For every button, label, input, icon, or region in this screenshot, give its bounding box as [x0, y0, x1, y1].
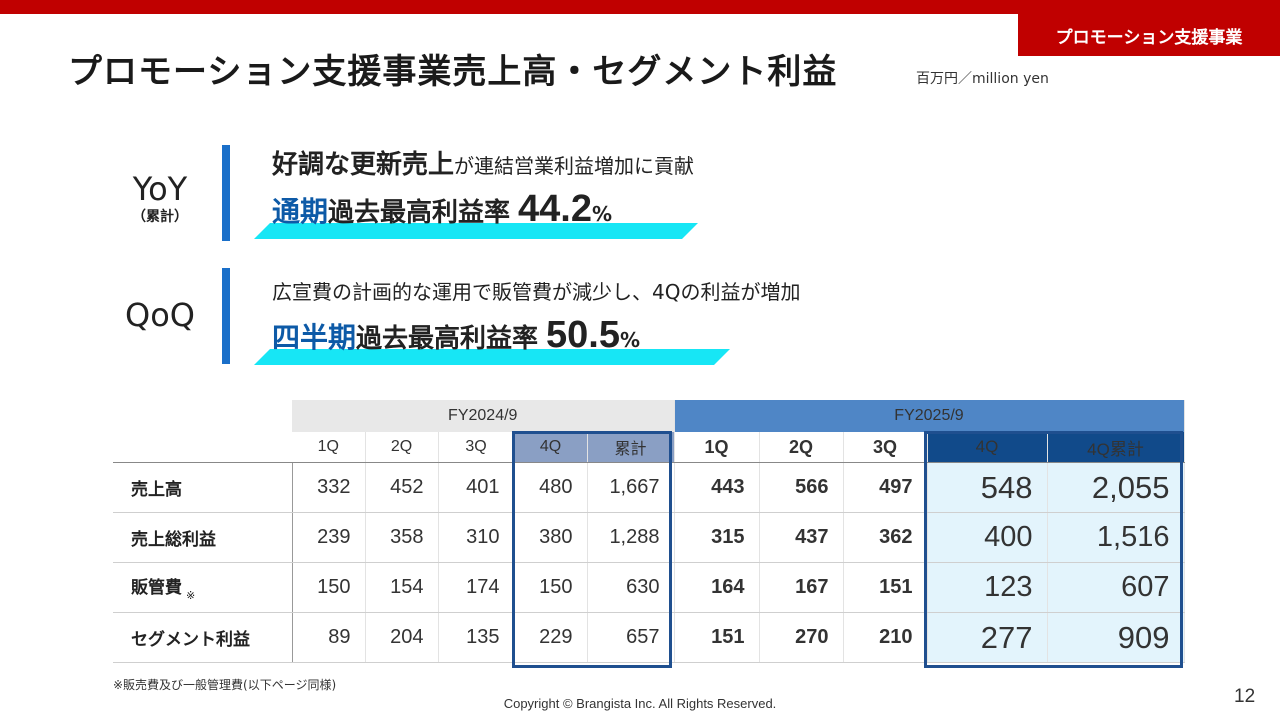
table-row: 販管費 ※ 150 154 174 150 630 164 167 151 123… [113, 562, 1185, 613]
table-cell: 204 [365, 612, 439, 663]
table-cell: 358 [365, 512, 439, 563]
table-row: 売上総利益 239 358 310 380 1,288 315 437 362 … [113, 512, 1185, 563]
qoq-label: QoQ [125, 296, 195, 334]
table-header-years: FY2024/9 FY2025/9 [113, 400, 1185, 432]
fy2024-q4-frame [512, 431, 672, 668]
table-cell: 1,667 [587, 462, 675, 513]
qoq-margin-unit: % [620, 328, 641, 352]
row-label: セグメント利益 [113, 612, 293, 663]
header-blank [113, 432, 292, 463]
table-row: セグメント利益 89 204 135 229 657 151 270 210 2… [113, 612, 1185, 663]
table-row: 売上高 332 452 401 480 1,667 443 566 497 54… [113, 462, 1185, 513]
qoq-line2-text: 過去最高利益率 [356, 324, 539, 354]
unit-label: 百万円／million yen [916, 71, 1049, 87]
table-cell: 1,288 [587, 512, 675, 563]
yoy-label-group: YoY （累計） [100, 170, 220, 226]
table-cell-highlight: 607 [1047, 562, 1185, 613]
table-cell: 210 [843, 612, 928, 663]
table-cell: 480 [514, 462, 588, 513]
table-cell: 151 [843, 562, 928, 613]
table-cell: 150 [514, 562, 588, 613]
copyright: Copyright © Brangista Inc. All Rights Re… [503, 696, 777, 711]
table-cell-highlight: 909 [1047, 612, 1185, 663]
yoy-margin-value: 44.2 [518, 188, 592, 230]
table-header-quarters: 1Q 2Q 3Q 4Q 累計 1Q 2Q 3Q 4Q 4Q累計 [113, 432, 1185, 463]
header-fy2024-2q: 2Q [365, 432, 439, 463]
table-cell: 657 [587, 612, 675, 663]
header-fy2025-4q: 4Q [927, 432, 1048, 463]
table-cell: 452 [365, 462, 439, 513]
table-cell: 310 [438, 512, 515, 563]
table-cell: 164 [674, 562, 760, 613]
header-fy2025-1q: 1Q [674, 432, 760, 463]
table-cell-highlight: 277 [927, 612, 1048, 663]
header-fy2025-2q: 2Q [759, 432, 844, 463]
footnote: ※販売費及び一般管理費(以下ページ同様) [113, 678, 337, 692]
header-fy2024-1q: 1Q [292, 432, 366, 463]
yoy-label: YoY [132, 170, 188, 208]
table-cell: 315 [674, 512, 760, 563]
table-cell: 332 [292, 462, 366, 513]
table-cell: 630 [587, 562, 675, 613]
table-cell: 154 [365, 562, 439, 613]
table-cell: 270 [759, 612, 844, 663]
table-cell-highlight: 2,055 [1047, 462, 1185, 513]
table-cell-highlight: 123 [927, 562, 1048, 613]
row-label-with-note: 販管費 ※ [113, 562, 293, 613]
qoq-line1: 広宣費の計画的な運用で販管費が減少し、4Qの利益が増加 [272, 280, 801, 304]
yoy-divider [222, 145, 230, 241]
header-fy2024: FY2024/9 [292, 400, 675, 432]
yoy-line1-rest: が連結営業利益増加に貢献 [454, 154, 695, 178]
fy2025-q4-frame [924, 431, 1183, 668]
table-cell: 135 [438, 612, 515, 663]
header-fy2025-total: 4Q累計 [1047, 432, 1185, 463]
header-fy2024-3q: 3Q [438, 432, 515, 463]
table-cell: 380 [514, 512, 588, 563]
qoq-line1-wrap: 広宣費の計画的な運用で販管費が減少し、4Qの利益が増加 [272, 276, 800, 305]
table-cell-highlight: 548 [927, 462, 1048, 513]
segment-table: FY2024/9 FY2025/9 1Q 2Q 3Q 4Q 累計 1Q 2Q 3… [113, 400, 1185, 663]
table-cell: 239 [292, 512, 366, 563]
yoy-line1-emphasis: 好調な更新売上 [272, 150, 455, 180]
table-cell: 566 [759, 462, 844, 513]
row-label: 売上総利益 [113, 512, 293, 563]
header-fy2024-total: 累計 [587, 432, 675, 463]
header-fy2025: FY2025/9 [674, 400, 1185, 432]
top-accent-bar [0, 0, 1280, 14]
row-label: 売上高 [113, 462, 293, 513]
table-cell: 174 [438, 562, 515, 613]
qoq-line2-blue: 四半期 [272, 321, 357, 354]
table-cell: 443 [674, 462, 760, 513]
table-cell: 497 [843, 462, 928, 513]
table-cell: 151 [674, 612, 760, 663]
yoy-line2-text: 過去最高利益率 [328, 198, 511, 228]
table-cell: 167 [759, 562, 844, 613]
header-fy2024-4q: 4Q [514, 432, 588, 463]
yoy-sublabel: （累計） [132, 209, 188, 225]
yoy-margin-unit: % [592, 202, 613, 226]
page-number: 12 [1234, 686, 1256, 707]
table-cell-highlight: 400 [927, 512, 1048, 563]
table-cell: 89 [292, 612, 366, 663]
table-cell-highlight: 1,516 [1047, 512, 1185, 563]
table-cell: 401 [438, 462, 515, 513]
row-label: 販管費 [131, 578, 182, 598]
header-blank [113, 400, 292, 432]
qoq-margin-value: 50.5 [546, 314, 620, 356]
table-cell: 437 [759, 512, 844, 563]
table-cell: 150 [292, 562, 366, 613]
qoq-label-group: QoQ [100, 296, 220, 334]
yoy-line1: 好調な更新売上が連結営業利益増加に貢献 [272, 144, 694, 181]
section-tag: プロモーション支援事業 [1018, 14, 1280, 56]
qoq-line2: 四半期過去最高利益率 50.5% [272, 314, 640, 357]
footnote-mark: ※ [186, 589, 196, 602]
qoq-divider [222, 268, 230, 364]
table-cell: 229 [514, 612, 588, 663]
page-title: プロモーション支援事業売上高・セグメント利益 [68, 52, 838, 92]
yoy-line2-blue: 通期 [272, 195, 329, 228]
yoy-line2: 通期過去最高利益率 44.2% [272, 188, 612, 231]
header-fy2025-3q: 3Q [843, 432, 928, 463]
table-cell: 362 [843, 512, 928, 563]
